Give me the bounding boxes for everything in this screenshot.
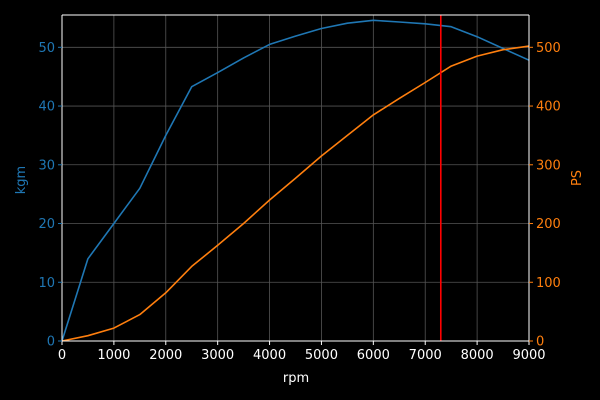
left-tick-label: 10 [38,276,55,291]
x-tick-label: 0 [58,348,66,363]
x-tick-label: 2000 [149,348,182,363]
right-axis-ticks: 0 100 200 300 400 500 [529,41,561,350]
x-tick-label: 4000 [253,348,286,363]
left-tick-label: 40 [38,100,55,115]
left-axis-label: kgm [14,166,29,194]
x-tick-label: 7000 [409,348,442,363]
torque-curve-line [61,19,530,342]
right-axis-label: PS [570,170,585,186]
power-curve-line [61,45,530,342]
right-tick-label: 0 [536,335,544,350]
x-tick-label: 9000 [512,348,545,363]
right-tick-label: 100 [536,276,561,291]
left-tick-label: 20 [38,217,55,232]
x-tick-label: 8000 [461,348,494,363]
x-axis-label: rpm [283,371,309,386]
x-axis-ticks: 0 1000 2000 3000 4000 5000 6000 7000 8000 9000 [58,341,546,363]
left-tick-label: 30 [38,158,55,173]
x-tick-label: 6000 [357,348,390,363]
right-tick-label: 500 [536,41,561,56]
series-lines [61,19,530,342]
left-axis-ticks: 0 10 20 30 40 50 [38,41,62,350]
x-tick-label: 1000 [97,348,130,363]
left-tick-label: 50 [38,41,55,56]
left-tick-label: 0 [47,335,55,350]
x-tick-label: 3000 [201,348,234,363]
plot-frame [61,14,530,342]
x-tick-label: 5000 [305,348,338,363]
right-tick-label: 200 [536,217,561,232]
right-tick-label: 300 [536,158,561,173]
right-tick-label: 400 [536,100,561,115]
